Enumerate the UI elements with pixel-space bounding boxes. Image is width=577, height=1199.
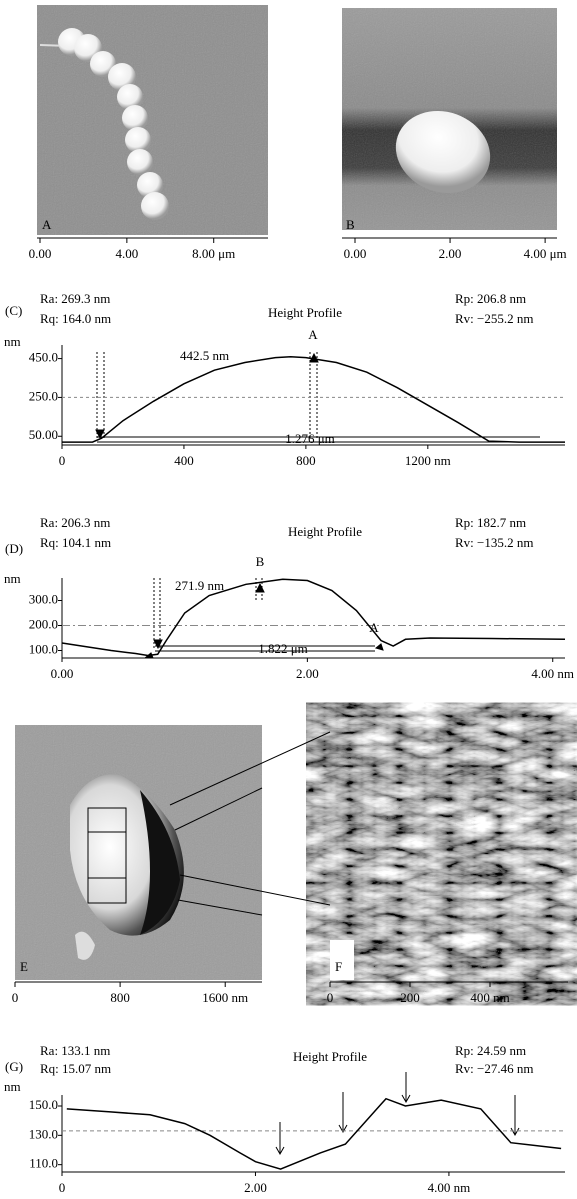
x-tick-label: 0 xyxy=(12,990,19,1005)
annotation: B xyxy=(256,554,265,569)
y-tick-label: 250.0 xyxy=(29,388,58,403)
profile-line xyxy=(67,1099,561,1169)
roughness-stat: Rq: 164.0 nm xyxy=(40,311,111,326)
profile-arrows xyxy=(276,1072,519,1154)
roughness-stat: Ra: 133.1 nm xyxy=(40,1043,110,1058)
annotation: A xyxy=(369,620,379,635)
y-unit: nm xyxy=(4,571,21,586)
image-label: A xyxy=(42,217,52,232)
x-tick-label: 1600 nm xyxy=(202,990,248,1005)
x-tick-label: 4.00 xyxy=(115,246,138,261)
y-tick-label: 100.0 xyxy=(29,641,58,656)
profile-title: Height Profile xyxy=(288,524,362,539)
annotation: 442.5 nm xyxy=(180,348,229,363)
x-tick-label: 400 xyxy=(174,453,194,468)
x-tick-label: 1200 nm xyxy=(405,453,451,468)
y-tick-label: 200.0 xyxy=(29,616,58,631)
y-tick-label: 110.0 xyxy=(29,1156,58,1171)
x-tick-label: 2.00 xyxy=(244,1180,267,1195)
roughness-stat: Rv: −135.2 nm xyxy=(455,535,533,550)
roughness-stat: Rv: −255.2 nm xyxy=(455,311,533,326)
x-tick-label: 8.00 μm xyxy=(192,246,235,261)
x-tick-label: 4.00 nm xyxy=(428,1180,471,1195)
image-label: F xyxy=(335,959,342,974)
afm-image-a xyxy=(37,5,268,235)
x-tick-label: 800 xyxy=(110,990,130,1005)
afm-image-e xyxy=(15,725,262,980)
annotation: 1.822 μm xyxy=(258,641,308,656)
figure: A 0.00 4.00 8.00 μm B 0.00 2.00 4.00 μm (C) Ra: 2… xyxy=(0,0,577,1199)
roughness-stat: Ra: 269.3 nm xyxy=(40,291,110,306)
y-tick-label: 300.0 xyxy=(29,591,58,606)
profile-title: Height Profile xyxy=(293,1049,367,1064)
x-tick-label: 4.00 μm xyxy=(524,246,567,261)
profile-brackets xyxy=(96,354,540,658)
panel-label: (D) xyxy=(5,541,23,556)
x-tick-label: 2.00 xyxy=(439,246,462,261)
x-tick-label: 800 xyxy=(296,453,316,468)
x-tick-label: 200 xyxy=(400,990,420,1005)
roughness-stat: Rv: −27.46 nm xyxy=(455,1061,533,1076)
profile-line xyxy=(62,579,565,655)
roughness-stat: Rp: 24.59 nm xyxy=(455,1043,526,1058)
y-tick-label: 130.0 xyxy=(29,1126,58,1141)
y-tick-label: 150.0 xyxy=(29,1097,58,1112)
annotation: 1.276 μm xyxy=(285,431,335,446)
x-tick-label: 4.00 nm xyxy=(531,666,574,681)
image-label: B xyxy=(346,217,355,232)
roughness-stat: Ra: 206.3 nm xyxy=(40,515,110,530)
x-tick-label: 0.00 xyxy=(344,246,367,261)
profile-line xyxy=(62,357,565,442)
roughness-stat: Rp: 206.8 nm xyxy=(455,291,526,306)
y-tick-label: 450.0 xyxy=(29,350,58,365)
x-tick-label: 2.00 xyxy=(296,666,319,681)
panel-label: (G) xyxy=(5,1059,23,1074)
afm-image-b xyxy=(342,8,557,230)
afm-image-f xyxy=(330,728,568,980)
roughness-stat: Rp: 182.7 nm xyxy=(455,515,526,530)
annotation: A xyxy=(308,327,318,342)
x-tick-label: 400 nm xyxy=(470,990,509,1005)
x-tick-label: 0 xyxy=(59,1180,66,1195)
y-unit: nm xyxy=(4,334,21,349)
profile-title: Height Profile xyxy=(268,305,342,320)
x-tick-label: 0 xyxy=(59,453,66,468)
profile-markers xyxy=(97,352,317,650)
image-label: E xyxy=(20,959,28,974)
annotation: 271.9 nm xyxy=(175,578,224,593)
y-unit: nm xyxy=(4,1079,21,1094)
panel-label: (C) xyxy=(5,303,22,318)
y-tick-label: 50.00 xyxy=(29,427,58,442)
x-tick-label: 0.00 xyxy=(51,666,74,681)
x-tick-label: 0 xyxy=(327,990,334,1005)
roughness-stat: Rq: 15.07 nm xyxy=(40,1061,111,1076)
x-tick-label: 0.00 xyxy=(29,246,52,261)
roughness-stat: Rq: 104.1 nm xyxy=(40,535,111,550)
